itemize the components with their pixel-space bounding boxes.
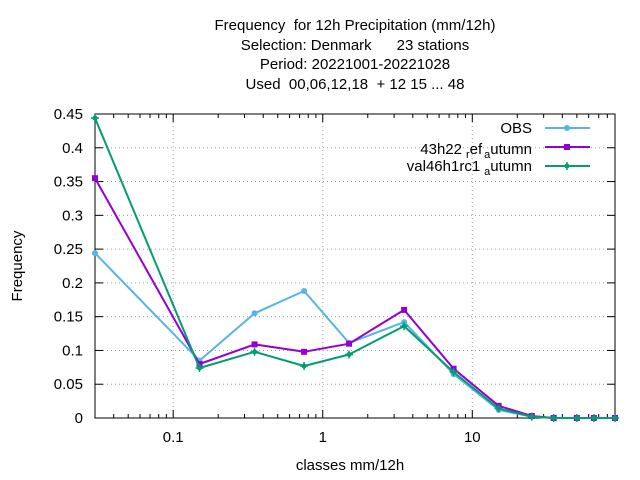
legend-marker-2 <box>563 162 571 170</box>
legend-label-val46h1rc1: val46h1rc1 autumn <box>407 158 532 178</box>
data-point <box>195 364 204 373</box>
data-point <box>251 341 258 348</box>
plot-frame <box>94 113 616 419</box>
y-tick-label: 0.25 <box>54 241 83 258</box>
x-tick-label: 10 <box>464 429 481 446</box>
legend-43h22-main: 43h22 <box>420 141 462 158</box>
data-point <box>196 360 203 367</box>
x-axis-label: classes mm/12h <box>296 457 404 474</box>
title-line-3: Period: 20221001-20221028 <box>259 56 451 73</box>
y-tick-label: 0.45 <box>54 106 83 123</box>
data-point <box>400 322 409 331</box>
y-tick-label: 0.05 <box>54 376 83 393</box>
x-tick-label: 0.1 <box>163 429 184 446</box>
data-point <box>527 412 536 421</box>
data-point <box>251 310 258 317</box>
plot-border <box>94 113 616 419</box>
data-point <box>301 348 308 355</box>
series-group <box>91 114 619 422</box>
grid <box>95 114 615 418</box>
y-tick-label: 0.1 <box>62 342 83 359</box>
title-line-4: Used 00,06,12,18 + 12 15 ... 48 <box>245 76 465 93</box>
series-line-0 <box>94 252 615 419</box>
y-tick-label: 0.2 <box>62 275 83 292</box>
data-point <box>401 319 408 326</box>
data-point <box>494 404 503 413</box>
legend-43h22-end: utumn <box>490 141 532 158</box>
legend-label-43h22: 43h22 ref autumn <box>420 141 532 161</box>
title-line-2: Selection: Denmark 23 stations <box>240 37 470 54</box>
legend-val46-end: utumn <box>490 158 532 175</box>
legend: OBS 43h22 ref autumn val46h1rc1 autumn <box>407 120 590 178</box>
legend-marker-0 <box>564 125 570 131</box>
series-line-2 <box>94 117 615 419</box>
legend-val46-sub: a <box>484 166 491 178</box>
y-axis: 0 0.05 0.1 0.15 0.2 0.25 0.3 0.35 0.4 0.45 <box>54 106 615 427</box>
legend-43h22-sub: r <box>466 149 470 161</box>
y-tick-label: 0 <box>75 410 83 427</box>
y-tick-label: 0.3 <box>62 207 83 224</box>
data-point <box>250 347 259 356</box>
data-point <box>449 368 458 377</box>
legend-val46-main: val46h1rc1 <box>407 158 480 175</box>
data-point <box>92 250 98 257</box>
y-axis-label: Frequency <box>9 230 26 301</box>
legend-marker-1 <box>564 144 570 150</box>
x-axis: 0.1 1 10 <box>113 114 608 446</box>
x-tick-label: 1 <box>319 429 327 446</box>
data-point <box>301 287 308 294</box>
data-point <box>91 114 99 123</box>
y-tick-label: 0.35 <box>54 174 83 191</box>
y-tick-label: 0.4 <box>62 140 83 157</box>
data-point <box>589 414 598 422</box>
legend-label-obs: OBS <box>500 120 532 137</box>
data-point <box>549 414 558 422</box>
data-point <box>300 361 309 370</box>
legend-43h22-sub2: a <box>484 149 491 161</box>
title-line-1: Frequency for 12h Precipitation (mm/12h) <box>214 17 496 34</box>
legend-43h22-mid: ef <box>470 141 483 158</box>
data-point <box>572 414 581 422</box>
data-point <box>346 340 353 347</box>
y-tick-label: 0.15 <box>54 309 83 326</box>
data-point <box>345 350 354 359</box>
series-2 <box>91 114 619 422</box>
series-0 <box>92 250 618 421</box>
data-point <box>92 175 98 182</box>
data-point <box>401 306 408 313</box>
data-point <box>611 414 619 422</box>
